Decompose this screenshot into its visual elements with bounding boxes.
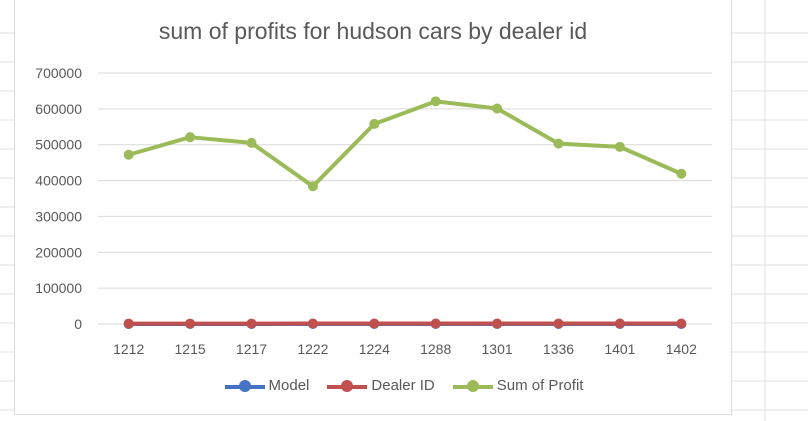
legend-marker-sum-of-profit [452,379,493,392]
legend-label: Sum of Profit [496,377,584,394]
x-tick-label: 1301 [482,341,513,357]
y-tick-label: 300000 [35,208,82,224]
x-tick-label: 1402 [666,341,697,357]
y-tick-label: 100000 [35,280,82,296]
x-axis-tick-labels: 1212 1215 1217 1222 1224 1288 1301 1336 1401 1402 [113,341,697,357]
x-tick-label: 1288 [420,341,451,357]
series-line-sum-of-profit[interactable] [126,99,684,189]
legend-item-dealer-id[interactable]: Dealer ID [327,377,435,394]
data-point-dealer-id[interactable] [430,318,441,329]
legend-marker-model [224,379,265,392]
x-tick-label: 1336 [543,341,574,357]
x-tick-label: 1215 [175,341,206,357]
data-point-sum-of-profit[interactable] [185,132,196,143]
chart-area[interactable] [14,0,732,415]
y-tick-label: 500000 [35,137,82,153]
y-axis-tick-labels: 0 100000 200000 300000 400000 500000 600000 700… [35,65,82,332]
data-point-dealer-id[interactable] [369,318,380,329]
data-point-sum-of-profit[interactable] [553,138,564,149]
data-point-sum-of-profit[interactable] [307,181,318,192]
legend-label: Dealer ID [371,377,435,394]
legend-marker-dealer-id [327,379,368,392]
y-tick-label: 400000 [35,173,82,189]
y-tick-label: 600000 [35,101,82,117]
data-point-dealer-id[interactable] [246,318,257,329]
legend-label: Model [268,377,310,394]
data-point-dealer-id[interactable] [492,318,503,329]
data-point-sum-of-profit[interactable] [676,168,687,179]
x-tick-label: 1212 [113,341,144,357]
data-point-sum-of-profit[interactable] [246,137,257,148]
x-tick-label: 1217 [236,341,267,357]
y-tick-label: 200000 [35,244,82,260]
x-tick-label: 1224 [359,341,390,357]
data-point-dealer-id[interactable] [614,318,625,329]
data-point-sum-of-profit[interactable] [430,96,441,107]
x-tick-label: 1401 [604,341,635,357]
y-tick-label: 0 [74,316,82,332]
chart-title: sum of profits for hudson cars by dealer… [158,18,588,44]
data-point-sum-of-profit[interactable] [123,149,134,160]
data-point-dealer-id[interactable] [307,318,318,329]
y-tick-label: 700000 [35,65,82,81]
data-point-dealer-id[interactable] [123,318,134,329]
data-point-dealer-id[interactable] [185,318,196,329]
legend-item-sum-of-profit[interactable]: Sum of Profit [452,377,584,394]
data-point-sum-of-profit[interactable] [614,141,625,152]
data-point-sum-of-profit[interactable] [492,103,503,114]
data-point-dealer-id[interactable] [553,318,564,329]
legend: Model Dealer ID Sum of Profit [0,377,808,394]
series-layer [123,96,687,329]
data-point-sum-of-profit[interactable] [369,118,380,129]
data-point-dealer-id[interactable] [676,318,687,329]
legend-item-model[interactable]: Model [224,377,310,394]
x-tick-label: 1222 [297,341,328,357]
